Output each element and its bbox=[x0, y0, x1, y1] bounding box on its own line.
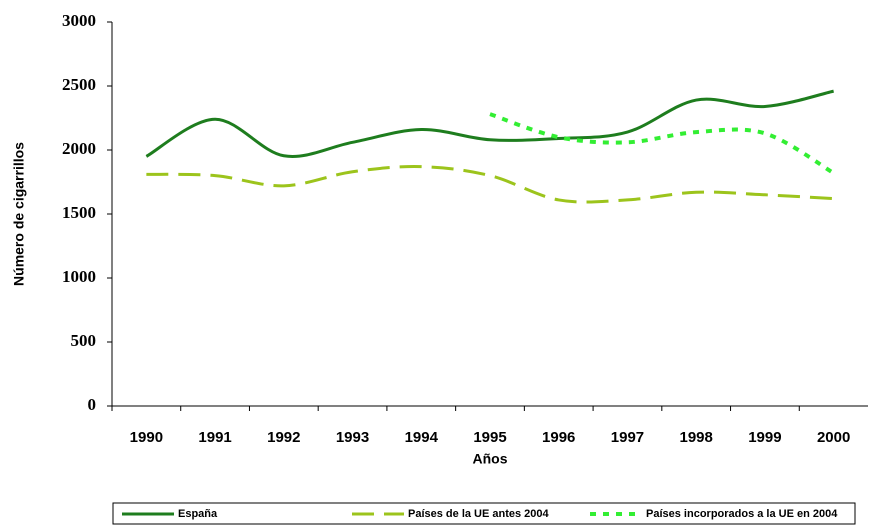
x-tick-label: 1990 bbox=[130, 429, 163, 446]
legend-label: Países incorporados a la UE en 2004 bbox=[646, 508, 838, 520]
x-tick-label: 1995 bbox=[473, 429, 506, 446]
legend-box bbox=[112, 502, 856, 525]
legend-label: Países de la UE antes 2004 bbox=[408, 508, 550, 520]
y-axis-label: Número de cigarrillos bbox=[11, 142, 27, 286]
y-tick-label: 500 bbox=[71, 331, 97, 350]
legend-label: España bbox=[178, 508, 218, 520]
x-tick-label: 1991 bbox=[198, 429, 231, 446]
line-series bbox=[145, 89, 834, 158]
x-tick-label: 1992 bbox=[267, 429, 300, 446]
x-tick-label: 1997 bbox=[611, 429, 644, 446]
y-tick-label: 1500 bbox=[62, 203, 96, 222]
y-tick-label: 2500 bbox=[62, 75, 96, 94]
y-tick-label: 0 bbox=[88, 395, 97, 414]
line-series bbox=[146, 165, 834, 204]
x-axis-label: Años bbox=[473, 451, 508, 467]
y-tick-label: 3000 bbox=[62, 11, 96, 30]
x-tick-label: 1999 bbox=[748, 429, 781, 446]
y-tick-label: 2000 bbox=[62, 139, 96, 158]
x-tick-label: 1994 bbox=[405, 429, 439, 446]
x-tick-label: 2000 bbox=[817, 429, 850, 446]
x-tick-label: 1996 bbox=[542, 429, 575, 446]
x-tick-label: 1998 bbox=[679, 429, 712, 446]
y-tick-label: 1000 bbox=[62, 267, 96, 286]
x-tick-label: 1993 bbox=[336, 429, 369, 446]
line-series bbox=[489, 112, 835, 175]
